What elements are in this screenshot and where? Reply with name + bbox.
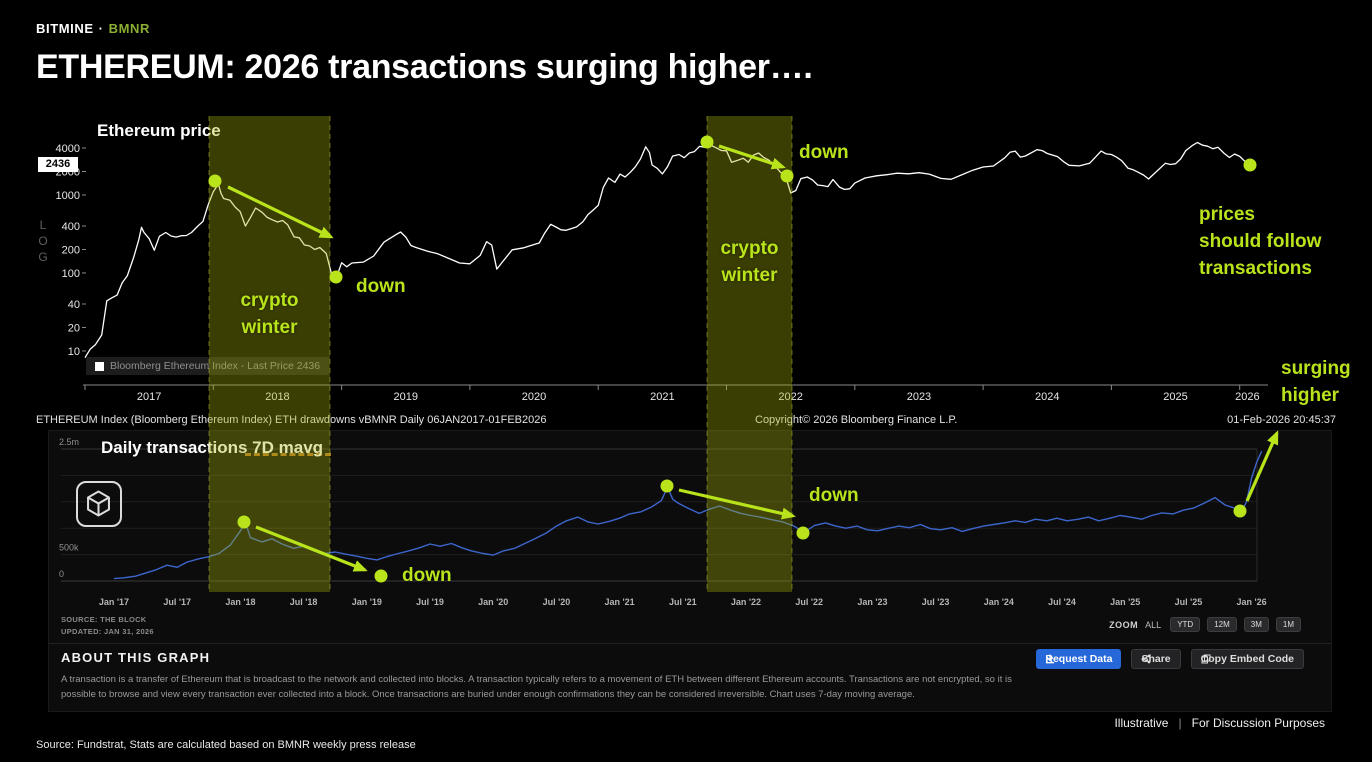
- price-chart-legend: Bloomberg Ethereum Index - Last Price 24…: [86, 357, 330, 375]
- brand-ticker: BMNR: [108, 21, 150, 36]
- footer-source: Source: Fundstrat, Stats are calculated …: [36, 739, 416, 751]
- brand-separator: ·: [98, 21, 104, 36]
- svg-text:2021: 2021: [650, 391, 674, 403]
- legend-fragment: [245, 453, 331, 456]
- svg-text:2017: 2017: [137, 391, 161, 403]
- svg-text:500k: 500k: [59, 543, 79, 553]
- legend-swatch-icon: [95, 361, 104, 371]
- svg-text:Jul '23: Jul '23: [922, 597, 950, 607]
- svg-text:400: 400: [62, 221, 80, 233]
- the-block-logo-icon: [76, 481, 122, 527]
- share-button[interactable]: Share: [1131, 649, 1181, 669]
- svg-text:10: 10: [68, 346, 80, 358]
- bloomberg-footer-timestamp: 01-Feb-2026 20:45:37: [1227, 414, 1336, 426]
- chart-source-line1: SOURCE: THE BLOCK: [61, 615, 147, 624]
- legend-text: Bloomberg Ethereum Index - Last Price 24…: [110, 360, 321, 372]
- bloomberg-footer-copyright: Copyright© 2026 Bloomberg Finance L.P.: [755, 414, 958, 426]
- last-price-box: 2436: [38, 157, 78, 172]
- disclaimer-purpose: For Discussion Purposes: [1191, 716, 1325, 730]
- svg-text:Jan '24: Jan '24: [984, 597, 1014, 607]
- svg-text:2026: 2026: [1235, 391, 1259, 403]
- brand-bitmine: BITMINE: [36, 21, 94, 36]
- tx-chart-title: Daily transactions 7D mavg: [101, 438, 324, 457]
- log-scale-label: LOG: [36, 218, 50, 266]
- svg-text:Jan '22: Jan '22: [731, 597, 761, 607]
- disclaimer-illustrative: Illustrative: [1114, 716, 1169, 730]
- svg-text:2020: 2020: [522, 391, 546, 403]
- copy-embed-label: Copy Embed Code: [1200, 653, 1294, 665]
- download-icon: [1046, 654, 1055, 664]
- svg-text:2023: 2023: [907, 391, 931, 403]
- svg-text:Jul '25: Jul '25: [1175, 597, 1203, 607]
- chart-actions: Request Data Share Copy Embed Code: [1036, 649, 1304, 669]
- cube-icon: [87, 490, 110, 517]
- svg-text:Jan '19: Jan '19: [352, 597, 382, 607]
- svg-text:2019: 2019: [394, 391, 418, 403]
- svg-text:100: 100: [62, 268, 80, 280]
- svg-text:Jul '18: Jul '18: [290, 597, 318, 607]
- ethereum-price-chart: 2017 2018 2019 2020 2021 2022 2023 2024 2025 2026…: [56, 141, 1268, 403]
- svg-text:Jan '20: Jan '20: [478, 597, 508, 607]
- chart-source-line2: UPDATED: JAN 31, 2026: [61, 627, 154, 636]
- bloomberg-footer-left: ETHEREUM Index (Bloomberg Ethereum Index…: [36, 414, 547, 426]
- svg-text:Jan '26: Jan '26: [1237, 597, 1267, 607]
- svg-text:2024: 2024: [1035, 391, 1059, 403]
- request-data-label: Request Data: [1045, 653, 1113, 665]
- svg-text:Jul '22: Jul '22: [795, 597, 823, 607]
- zoom-label: ZOOM: [1109, 619, 1139, 630]
- svg-text:Jul '19: Jul '19: [416, 597, 444, 607]
- chart-source: SOURCE: THE BLOCK UPDATED: JAN 31, 2026: [61, 614, 154, 638]
- zoom-controls: ZOOM ALL YTD 12M 3M 1M: [1109, 617, 1301, 632]
- svg-text:1000: 1000: [56, 190, 80, 202]
- page-title: ETHEREUM: 2026 transactions surging high…: [36, 48, 813, 86]
- zoom-all-button[interactable]: ALL: [1145, 619, 1162, 630]
- svg-text:Jul '20: Jul '20: [543, 597, 571, 607]
- about-heading: ABOUT THIS GRAPH: [61, 650, 211, 665]
- svg-text:2022: 2022: [778, 391, 802, 403]
- svg-text:4000: 4000: [56, 143, 80, 155]
- zoom-3m-button[interactable]: 3M: [1243, 617, 1269, 632]
- svg-text:20: 20: [68, 322, 80, 334]
- copy-embed-button[interactable]: Copy Embed Code: [1190, 649, 1304, 669]
- brand: BITMINE · BMNR: [36, 21, 150, 36]
- request-data-button[interactable]: Request Data: [1036, 649, 1122, 669]
- svg-text:Jul '17: Jul '17: [163, 597, 191, 607]
- daily-transactions-chart: 2.5m 500k 0 Jan '17 Jul '17 Jan '18 Jul '18 Jan…: [59, 437, 1267, 607]
- svg-text:Jan '17: Jan '17: [99, 597, 129, 607]
- zoom-12m-button[interactable]: 12M: [1207, 617, 1237, 632]
- svg-text:Jan '23: Jan '23: [857, 597, 887, 607]
- svg-text:0: 0: [59, 569, 64, 579]
- about-description: A transaction is a transfer of Ethereum …: [61, 674, 1012, 700]
- svg-text:Jan '18: Jan '18: [225, 597, 255, 607]
- svg-text:Jul '21: Jul '21: [669, 597, 697, 607]
- svg-text:Jul '24: Jul '24: [1048, 597, 1076, 607]
- svg-text:2018: 2018: [265, 391, 289, 403]
- svg-text:2.5m: 2.5m: [59, 437, 79, 447]
- svg-text:200: 200: [62, 244, 80, 256]
- disclaimer-divider: |: [1178, 716, 1182, 730]
- share-icon: [1142, 654, 1151, 664]
- zoom-ytd-button[interactable]: YTD: [1170, 617, 1201, 632]
- svg-text:40: 40: [68, 299, 80, 311]
- svg-text:2025: 2025: [1163, 391, 1187, 403]
- svg-text:Jan '25: Jan '25: [1110, 597, 1140, 607]
- divider: [49, 643, 1331, 644]
- disclaimer: Illustrative | For Discussion Purposes: [1114, 716, 1325, 730]
- copy-icon: [1201, 654, 1211, 664]
- svg-text:Jan '21: Jan '21: [605, 597, 635, 607]
- zoom-1m-button[interactable]: 1M: [1275, 617, 1301, 632]
- price-chart-title: Ethereum price: [97, 121, 221, 140]
- the-block-panel: 2.5m 500k 0 Jan '17 Jul '17 Jan '18 Jul '18 Jan…: [48, 430, 1332, 712]
